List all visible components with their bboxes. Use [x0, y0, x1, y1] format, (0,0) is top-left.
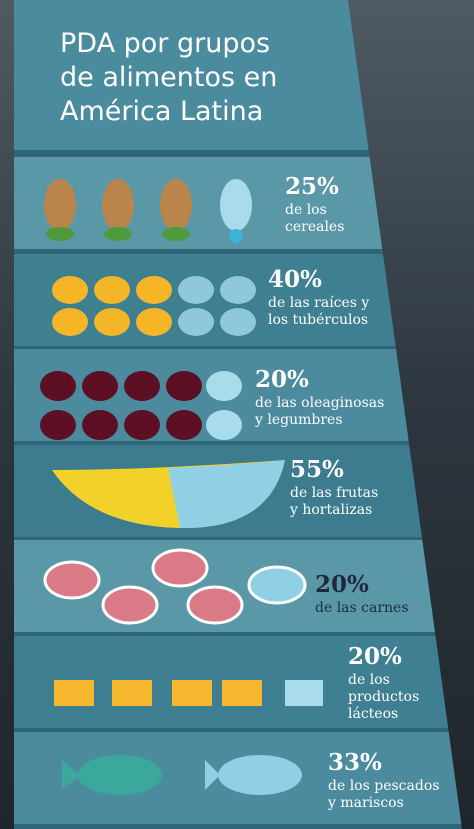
- bean-icon: [124, 410, 160, 440]
- meat-icon: [249, 567, 305, 603]
- bean-icon: [166, 371, 202, 401]
- root-icon: [136, 276, 172, 304]
- root-icon: [52, 308, 88, 336]
- bean-icon: [82, 410, 118, 440]
- cereal-icon: [160, 179, 192, 231]
- label-line: de los: [348, 672, 390, 688]
- percent: 20%: [348, 643, 402, 670]
- meat-icon: [153, 550, 207, 586]
- root-icon: [220, 308, 256, 336]
- cheese-icon: [222, 680, 262, 706]
- root-icon: [178, 308, 214, 336]
- label-line: productos: [348, 689, 419, 705]
- percent: 25%: [285, 173, 339, 200]
- cheese-icon: [172, 680, 212, 706]
- cheese-icon: [112, 680, 152, 706]
- leaf-icon: [162, 227, 190, 241]
- drop-icon: [229, 229, 243, 243]
- leaf-icon: [46, 227, 74, 241]
- percent: 33%: [328, 749, 382, 776]
- label-line: los tubérculos: [268, 312, 368, 328]
- label-line: de los: [285, 202, 327, 218]
- percent: 40%: [268, 266, 322, 293]
- fish-icon: [218, 755, 302, 795]
- meat-icon: [45, 562, 99, 598]
- percent: 55%: [290, 456, 344, 483]
- title-line: de alimentos en: [60, 62, 277, 93]
- bean-icon: [166, 410, 202, 440]
- meat-icon: [188, 587, 242, 623]
- label-line: cereales: [285, 219, 344, 235]
- root-icon: [136, 308, 172, 336]
- bean-icon: [40, 371, 76, 401]
- label-line: de las oleaginosas: [255, 395, 384, 411]
- cereal-icon: [220, 179, 252, 231]
- cheese-icon: [285, 680, 323, 706]
- bean-icon: [40, 410, 76, 440]
- infographic: PDA por gruposde alimentos enAmérica Lat…: [0, 0, 474, 829]
- root-icon: [94, 276, 130, 304]
- label-line: de las raíces y: [268, 295, 369, 311]
- fish-icon: [78, 755, 162, 795]
- root-icon: [178, 276, 214, 304]
- root-icon: [220, 276, 256, 304]
- label-line: de las frutas: [290, 485, 378, 501]
- cereal-icon: [44, 179, 76, 231]
- cheese-icon: [54, 680, 94, 706]
- label-line: y mariscos: [327, 795, 404, 811]
- bean-icon: [206, 410, 242, 440]
- label-line: y hortalizas: [289, 502, 372, 518]
- cereal-icon: [102, 179, 134, 231]
- meat-icon: [103, 587, 157, 623]
- root-icon: [94, 308, 130, 336]
- root-icon: [52, 276, 88, 304]
- leaf-icon: [104, 227, 132, 241]
- title-line: América Latina: [60, 96, 263, 127]
- percent: 20%: [315, 571, 369, 598]
- percent: 20%: [255, 366, 309, 393]
- bean-icon: [124, 371, 160, 401]
- bean-icon: [206, 371, 242, 401]
- label-line: de las carnes: [315, 600, 409, 616]
- label-line: y legumbres: [254, 412, 343, 428]
- label-line: lácteos: [348, 706, 398, 722]
- label-line: de los pescados: [328, 778, 439, 794]
- bean-icon: [82, 371, 118, 401]
- title-line: PDA por grupos: [60, 28, 270, 59]
